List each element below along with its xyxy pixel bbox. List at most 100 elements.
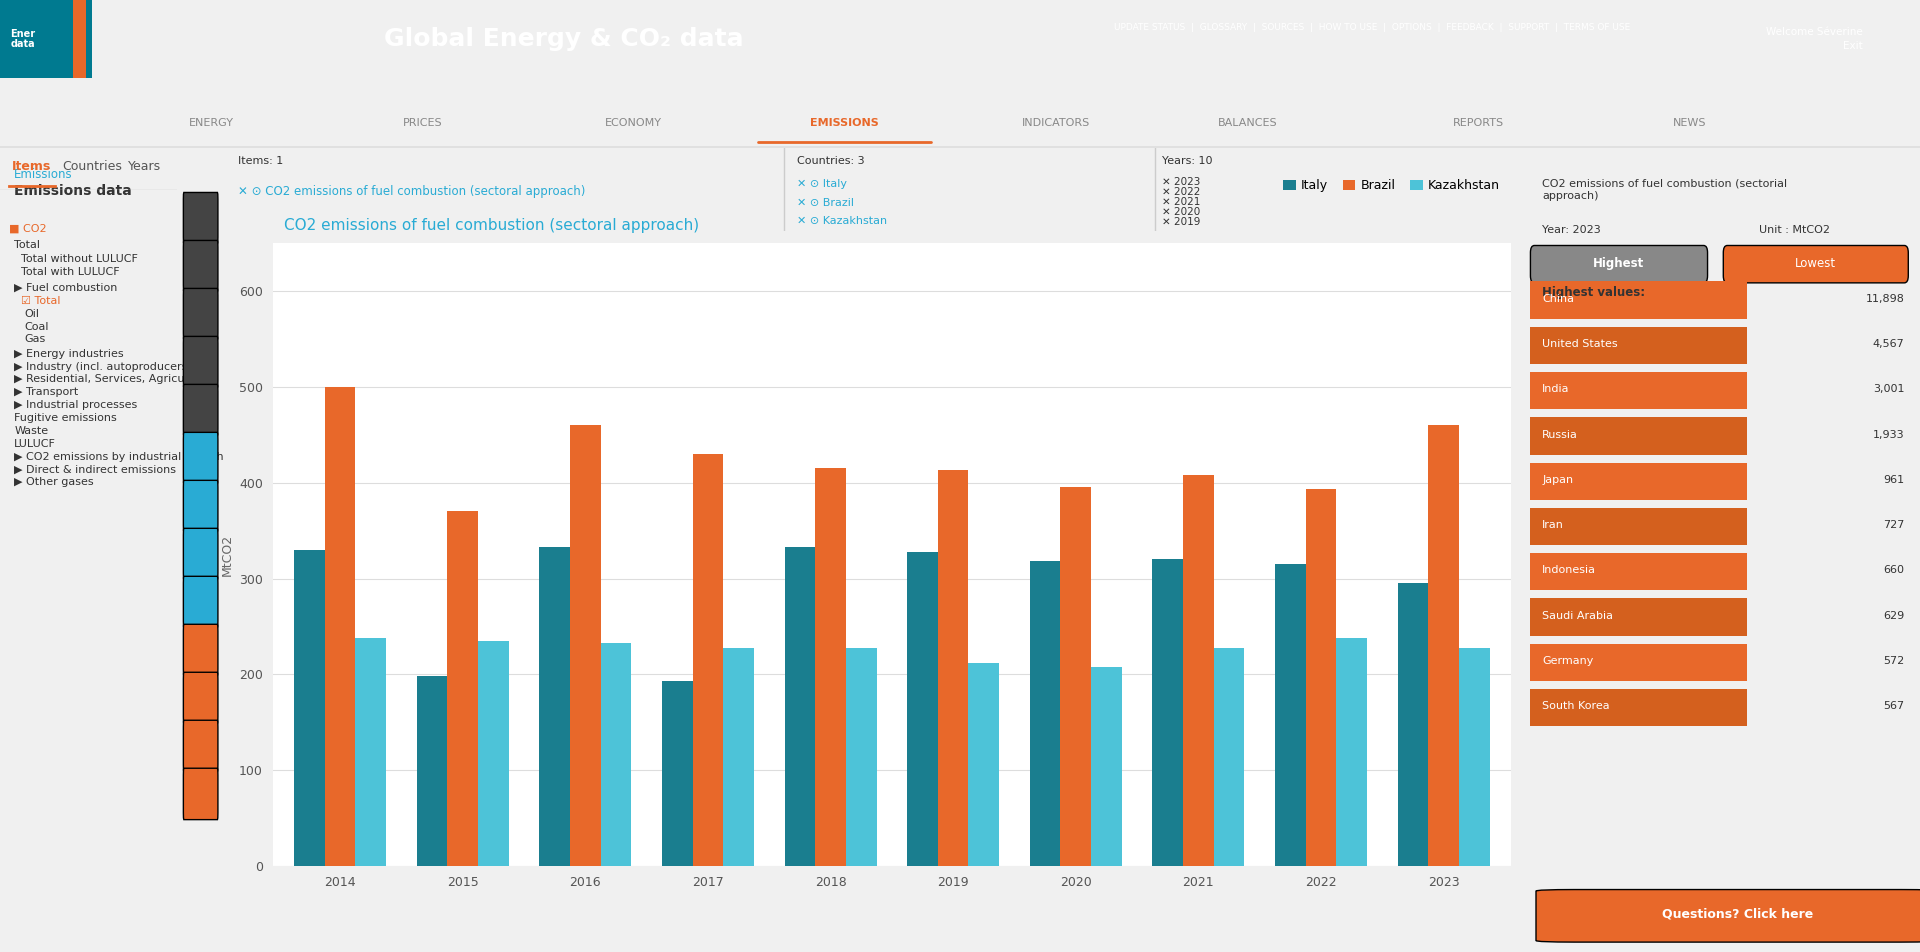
- Text: ▶ Other gases: ▶ Other gases: [13, 477, 94, 487]
- Text: 727: 727: [1884, 520, 1905, 530]
- Bar: [294, 549, 324, 866]
- Text: Items: 1: Items: 1: [238, 156, 282, 166]
- Text: Total with LULUCF: Total with LULUCF: [21, 267, 119, 277]
- Bar: [906, 551, 937, 866]
- FancyBboxPatch shape: [182, 625, 217, 676]
- Text: Russia: Russia: [1542, 429, 1578, 440]
- Bar: [540, 546, 570, 866]
- Text: Questions? Click here: Questions? Click here: [1663, 907, 1812, 921]
- Bar: [1336, 638, 1367, 866]
- Text: 961: 961: [1884, 475, 1905, 485]
- Text: Germany: Germany: [1542, 656, 1594, 666]
- Bar: [1530, 372, 1747, 409]
- Text: 572: 572: [1884, 656, 1905, 666]
- Text: 629: 629: [1884, 610, 1905, 621]
- Text: ✕ 2022: ✕ 2022: [1162, 187, 1200, 197]
- Text: ▶ CO2 emissions by industrial branch: ▶ CO2 emissions by industrial branch: [13, 451, 225, 462]
- Bar: [1530, 689, 1747, 726]
- Bar: [1530, 644, 1747, 681]
- Bar: [1530, 553, 1747, 590]
- Text: 567: 567: [1884, 702, 1905, 711]
- Text: CO2 emissions of fuel combustion (sectoral approach): CO2 emissions of fuel combustion (sector…: [284, 218, 699, 233]
- Text: ✕ ⊙ CO2 emissions of fuel combustion (sectoral approach): ✕ ⊙ CO2 emissions of fuel combustion (se…: [238, 186, 586, 198]
- FancyBboxPatch shape: [182, 336, 217, 387]
- Text: UPDATE STATUS  |  GLOSSARY  |  SOURCES  |  HOW TO USE  |  OPTIONS  |  FEEDBACK  : UPDATE STATUS | GLOSSARY | SOURCES | HOW…: [1114, 23, 1630, 31]
- Text: ✕ 2019: ✕ 2019: [1162, 217, 1200, 228]
- Text: ✕ 2021: ✕ 2021: [1162, 197, 1200, 207]
- Bar: [1530, 507, 1747, 545]
- FancyBboxPatch shape: [1724, 246, 1908, 283]
- Bar: [1183, 475, 1213, 866]
- Bar: [1530, 417, 1747, 455]
- Text: ▶ Direct & indirect emissions: ▶ Direct & indirect emissions: [13, 465, 177, 474]
- Text: ✕ 2020: ✕ 2020: [1162, 207, 1200, 217]
- Text: Highest: Highest: [1594, 257, 1645, 270]
- Text: Items: Items: [12, 160, 52, 173]
- Bar: [1459, 647, 1490, 866]
- FancyBboxPatch shape: [182, 385, 217, 436]
- Text: CO2 emissions of fuel combustion (sectorial
approach): CO2 emissions of fuel combustion (sector…: [1542, 179, 1788, 201]
- Bar: [847, 647, 877, 866]
- Text: INDICATORS: INDICATORS: [1021, 117, 1091, 128]
- Text: ▶ Fuel combustion: ▶ Fuel combustion: [13, 283, 117, 292]
- Text: ▶ Residential, Services, Agriculture: ▶ Residential, Services, Agriculture: [13, 374, 211, 385]
- Text: Waste: Waste: [13, 426, 48, 436]
- Text: Countries: Countries: [61, 160, 121, 173]
- Text: 11,898: 11,898: [1866, 293, 1905, 304]
- FancyBboxPatch shape: [1536, 889, 1920, 942]
- Text: REPORTS: REPORTS: [1453, 117, 1503, 128]
- Bar: [0, 0, 92, 78]
- Text: Countries: 3: Countries: 3: [797, 156, 866, 166]
- Text: BALANCES: BALANCES: [1217, 117, 1279, 128]
- Bar: [1530, 327, 1747, 364]
- Text: ✕ ⊙ Italy: ✕ ⊙ Italy: [797, 179, 847, 189]
- Bar: [693, 454, 724, 866]
- Text: ✕ 2023: ✕ 2023: [1162, 177, 1200, 187]
- Bar: [1029, 562, 1060, 866]
- Bar: [1530, 463, 1747, 500]
- FancyBboxPatch shape: [182, 241, 217, 292]
- Text: Emissions data: Emissions data: [13, 184, 132, 198]
- Text: ECONOMY: ECONOMY: [605, 117, 662, 128]
- Legend: Italy, Brazil, Kazakhstan: Italy, Brazil, Kazakhstan: [1279, 174, 1505, 197]
- Text: NEWS: NEWS: [1672, 117, 1707, 128]
- Text: 4,567: 4,567: [1872, 339, 1905, 349]
- Bar: [570, 425, 601, 866]
- Bar: [1530, 282, 1747, 319]
- Bar: [662, 682, 693, 866]
- Text: United States: United States: [1542, 339, 1619, 349]
- Text: LULUCF: LULUCF: [13, 439, 56, 448]
- Bar: [1213, 647, 1244, 866]
- Text: ENERGY: ENERGY: [188, 117, 234, 128]
- FancyBboxPatch shape: [182, 192, 217, 244]
- Bar: [1530, 599, 1747, 636]
- Bar: [1275, 565, 1306, 866]
- Text: 3,001: 3,001: [1872, 385, 1905, 394]
- Text: Ener
data: Ener data: [10, 29, 36, 50]
- Text: Welcome Séverine
Exit: Welcome Séverine Exit: [1766, 28, 1862, 50]
- Text: Iran: Iran: [1542, 520, 1565, 530]
- FancyBboxPatch shape: [182, 672, 217, 724]
- FancyBboxPatch shape: [182, 481, 217, 532]
- Text: Years: Years: [129, 160, 161, 173]
- Text: Highest values:: Highest values:: [1542, 287, 1645, 300]
- FancyBboxPatch shape: [182, 288, 217, 340]
- Text: Unit : MtCO2: Unit : MtCO2: [1759, 226, 1830, 235]
- Text: ✕ ⊙ Kazakhstan: ✕ ⊙ Kazakhstan: [797, 216, 887, 227]
- FancyBboxPatch shape: [182, 432, 217, 484]
- Bar: [968, 663, 998, 866]
- Text: Years: 10: Years: 10: [1162, 156, 1212, 166]
- Text: Global Energy & CO₂ data: Global Energy & CO₂ data: [384, 27, 743, 51]
- FancyBboxPatch shape: [182, 576, 217, 627]
- Bar: [417, 676, 447, 866]
- Text: Coal: Coal: [25, 322, 50, 332]
- Y-axis label: MtCO2: MtCO2: [221, 533, 234, 576]
- Text: ▶ Industry (incl. autoproducers): ▶ Industry (incl. autoproducers): [13, 362, 192, 371]
- Text: ▶ Transport: ▶ Transport: [13, 387, 79, 397]
- Bar: [0, 147, 1920, 148]
- Bar: [73, 0, 86, 78]
- Text: ✕ ⊙ Brazil: ✕ ⊙ Brazil: [797, 198, 854, 208]
- Text: China: China: [1542, 293, 1574, 304]
- Text: ▶ Energy industries: ▶ Energy industries: [13, 348, 123, 359]
- Bar: [447, 511, 478, 866]
